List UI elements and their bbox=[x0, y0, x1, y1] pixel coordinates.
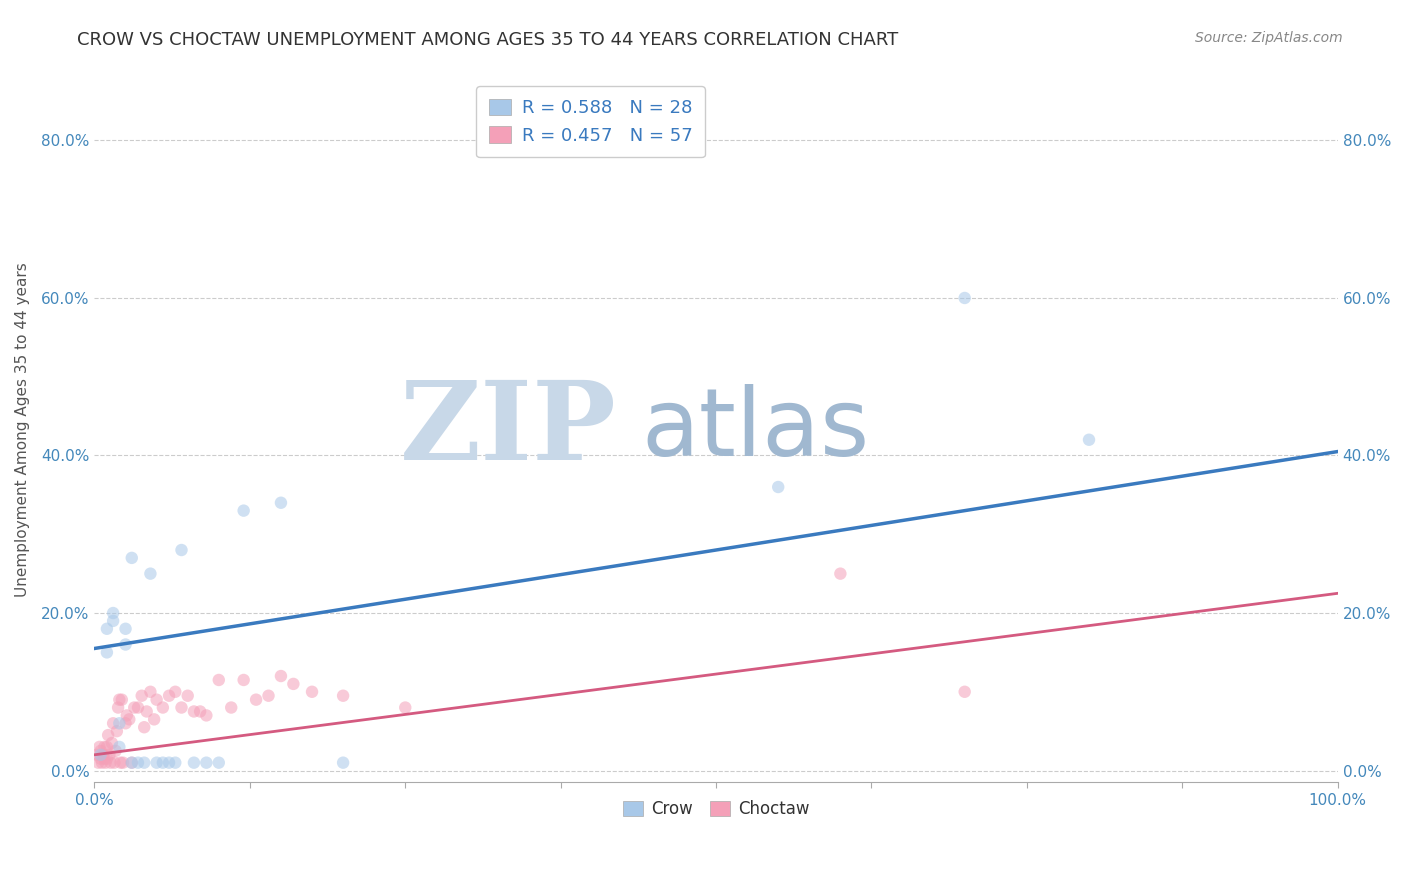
Point bbox=[165, 685, 187, 699]
Point bbox=[87, 756, 110, 770]
Legend: Crow, Choctaw: Crow, Choctaw bbox=[616, 794, 815, 825]
Point bbox=[93, 739, 115, 754]
Point bbox=[127, 700, 149, 714]
Point bbox=[283, 677, 305, 691]
Point bbox=[90, 747, 112, 762]
Point bbox=[86, 747, 108, 762]
Text: Source: ZipAtlas.com: Source: ZipAtlas.com bbox=[1195, 31, 1343, 45]
Point bbox=[94, 756, 117, 770]
Point bbox=[131, 689, 153, 703]
Point bbox=[145, 756, 167, 770]
Point bbox=[91, 747, 114, 762]
Point bbox=[101, 606, 124, 620]
Point bbox=[245, 692, 267, 706]
Point bbox=[101, 736, 124, 750]
Point bbox=[101, 614, 124, 628]
Point bbox=[257, 689, 280, 703]
Point bbox=[112, 756, 135, 770]
Point bbox=[219, 700, 242, 714]
Point bbox=[183, 756, 205, 770]
Point bbox=[145, 692, 167, 706]
Point bbox=[157, 689, 180, 703]
Point bbox=[332, 689, 354, 703]
Point bbox=[134, 720, 156, 734]
Point bbox=[114, 638, 136, 652]
Point bbox=[97, 728, 120, 742]
Point bbox=[170, 700, 193, 714]
Point bbox=[170, 543, 193, 558]
Point bbox=[96, 739, 118, 754]
Point bbox=[127, 756, 149, 770]
Point bbox=[195, 756, 218, 770]
Point bbox=[232, 503, 254, 517]
Point bbox=[139, 566, 162, 581]
Point bbox=[114, 622, 136, 636]
Point bbox=[332, 756, 354, 770]
Text: ZIP: ZIP bbox=[399, 376, 617, 483]
Point bbox=[114, 716, 136, 731]
Point bbox=[89, 739, 111, 754]
Point bbox=[101, 716, 124, 731]
Point bbox=[208, 756, 231, 770]
Point bbox=[96, 622, 118, 636]
Y-axis label: Unemployment Among Ages 35 to 44 years: Unemployment Among Ages 35 to 44 years bbox=[15, 262, 30, 598]
Point bbox=[96, 752, 118, 766]
Point bbox=[135, 705, 157, 719]
Point bbox=[766, 480, 789, 494]
Point bbox=[139, 685, 162, 699]
Point bbox=[208, 673, 231, 687]
Point bbox=[143, 712, 166, 726]
Point bbox=[188, 705, 211, 719]
Point bbox=[121, 756, 143, 770]
Point bbox=[96, 645, 118, 659]
Point bbox=[1078, 433, 1101, 447]
Text: CROW VS CHOCTAW UNEMPLOYMENT AMONG AGES 35 TO 44 YEARS CORRELATION CHART: CROW VS CHOCTAW UNEMPLOYMENT AMONG AGES … bbox=[77, 31, 898, 49]
Point bbox=[152, 756, 174, 770]
Point bbox=[394, 700, 416, 714]
Point bbox=[270, 669, 292, 683]
Point bbox=[232, 673, 254, 687]
Point bbox=[301, 685, 323, 699]
Point bbox=[100, 756, 122, 770]
Point bbox=[165, 756, 187, 770]
Point bbox=[195, 708, 218, 723]
Point bbox=[953, 685, 976, 699]
Point bbox=[152, 700, 174, 714]
Point bbox=[830, 566, 852, 581]
Point bbox=[108, 716, 131, 731]
Point bbox=[134, 756, 156, 770]
Point bbox=[177, 689, 200, 703]
Point bbox=[98, 747, 121, 762]
Point bbox=[90, 756, 112, 770]
Point bbox=[183, 705, 205, 719]
Point bbox=[111, 692, 134, 706]
Point bbox=[121, 756, 143, 770]
Point bbox=[122, 700, 145, 714]
Point bbox=[108, 692, 131, 706]
Point bbox=[270, 496, 292, 510]
Point bbox=[107, 700, 129, 714]
Point bbox=[118, 712, 141, 726]
Point bbox=[108, 739, 131, 754]
Point bbox=[110, 756, 132, 770]
Point bbox=[157, 756, 180, 770]
Point bbox=[103, 756, 125, 770]
Point bbox=[90, 744, 112, 758]
Point bbox=[93, 752, 115, 766]
Point bbox=[115, 708, 138, 723]
Point bbox=[104, 744, 127, 758]
Point bbox=[105, 724, 128, 739]
Point bbox=[90, 752, 112, 766]
Point bbox=[121, 550, 143, 565]
Point bbox=[953, 291, 976, 305]
Text: atlas: atlas bbox=[641, 384, 870, 476]
